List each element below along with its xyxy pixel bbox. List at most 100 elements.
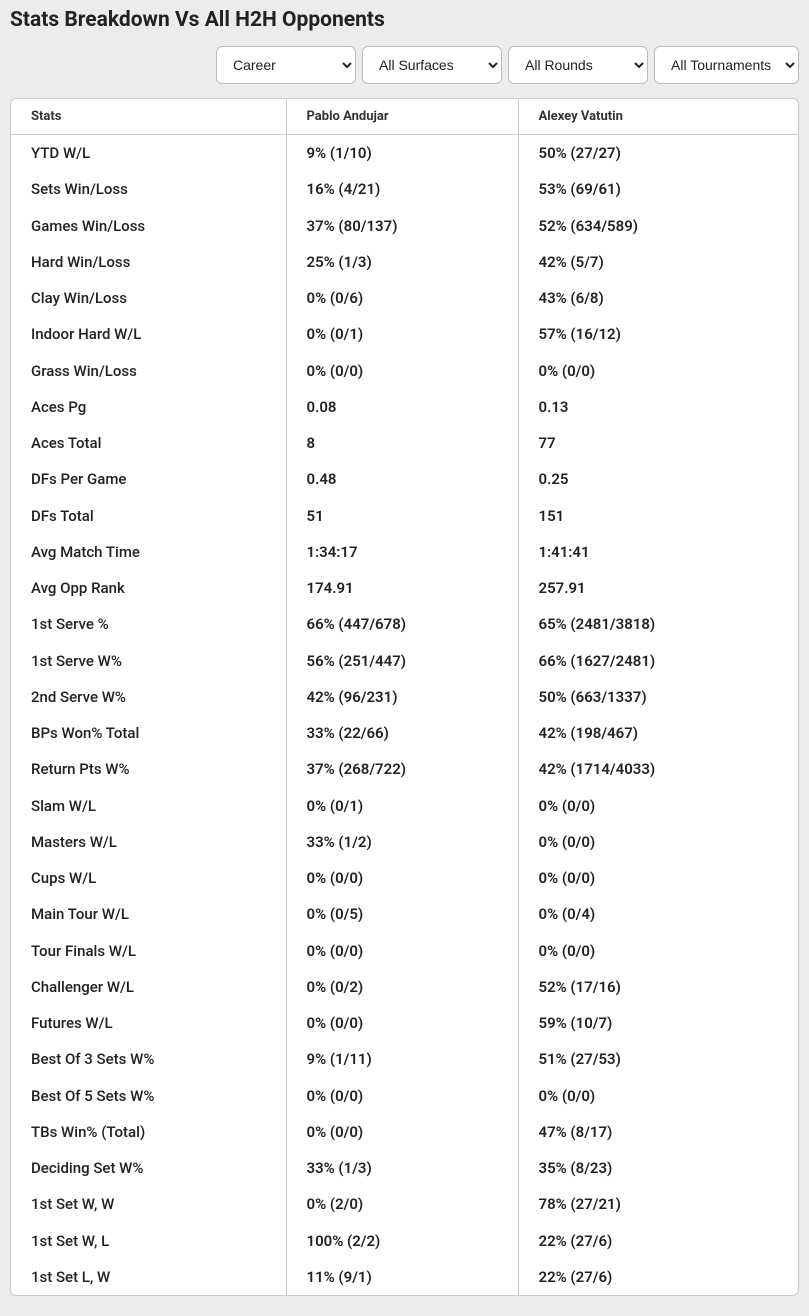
player1-value: 174.91: [286, 570, 518, 606]
player1-value: 37% (268/722): [286, 751, 518, 787]
stat-label: Main Tour W/L: [11, 896, 286, 932]
stat-label: YTD W/L: [11, 135, 286, 172]
player2-value: 50% (27/27): [518, 135, 798, 172]
stat-label: Best Of 3 Sets W%: [11, 1041, 286, 1077]
tournament-select[interactable]: All Tournaments: [654, 46, 799, 84]
table-row: Games Win/Loss37% (80/137)52% (634/589): [11, 208, 798, 244]
stat-label: Grass Win/Loss: [11, 353, 286, 389]
stat-label: Slam W/L: [11, 788, 286, 824]
table-row: 1st Serve W%56% (251/447)66% (1627/2481): [11, 643, 798, 679]
player1-value: 100% (2/2): [286, 1223, 518, 1259]
surface-select[interactable]: All Surfaces: [362, 46, 502, 84]
player1-value: 42% (96/231): [286, 679, 518, 715]
table-row: Futures W/L0% (0/0)59% (10/7): [11, 1005, 798, 1041]
table-row: Challenger W/L0% (0/2)52% (17/16): [11, 969, 798, 1005]
table-row: Avg Match Time1:34:171:41:41: [11, 534, 798, 570]
table-row: Deciding Set W%33% (1/3)35% (8/23): [11, 1150, 798, 1186]
player2-value: 0.25: [518, 461, 798, 497]
player1-value: 33% (1/2): [286, 824, 518, 860]
player1-value: 8: [286, 425, 518, 461]
table-row: YTD W/L9% (1/10)50% (27/27): [11, 135, 798, 172]
stat-label: 1st Set W, L: [11, 1223, 286, 1259]
table-row: Best Of 3 Sets W%9% (1/11)51% (27/53): [11, 1041, 798, 1077]
stat-label: 1st Serve W%: [11, 643, 286, 679]
player2-value: 47% (8/17): [518, 1114, 798, 1150]
table-row: Sets Win/Loss16% (4/21)53% (69/61): [11, 171, 798, 207]
player2-value: 257.91: [518, 570, 798, 606]
table-row: Return Pts W%37% (268/722)42% (1714/4033…: [11, 751, 798, 787]
player2-value: 57% (16/12): [518, 316, 798, 352]
player1-value: 0% (0/0): [286, 860, 518, 896]
stat-label: Hard Win/Loss: [11, 244, 286, 280]
player1-value: 33% (22/66): [286, 715, 518, 751]
stat-label: TBs Win% (Total): [11, 1114, 286, 1150]
stat-label: DFs Per Game: [11, 461, 286, 497]
player2-value: 151: [518, 498, 798, 534]
player2-value: 35% (8/23): [518, 1150, 798, 1186]
table-row: Main Tour W/L0% (0/5)0% (0/4): [11, 896, 798, 932]
player2-value: 0% (0/0): [518, 824, 798, 860]
table-row: Clay Win/Loss0% (0/6)43% (6/8): [11, 280, 798, 316]
stat-label: Return Pts W%: [11, 751, 286, 787]
player2-value: 78% (27/21): [518, 1186, 798, 1222]
player1-value: 0% (0/0): [286, 1005, 518, 1041]
period-select[interactable]: Career: [216, 46, 356, 84]
player1-value: 66% (447/678): [286, 606, 518, 642]
player2-value: 65% (2481/3818): [518, 606, 798, 642]
stat-label: Tour Finals W/L: [11, 933, 286, 969]
player1-value: 0% (0/6): [286, 280, 518, 316]
player2-value: 52% (17/16): [518, 969, 798, 1005]
player1-value: 0.08: [286, 389, 518, 425]
player1-value: 56% (251/447): [286, 643, 518, 679]
stat-label: Clay Win/Loss: [11, 280, 286, 316]
stat-label: 2nd Serve W%: [11, 679, 286, 715]
player2-value: 0% (0/0): [518, 933, 798, 969]
player2-value: 0% (0/0): [518, 860, 798, 896]
table-header-row: Stats Pablo Andujar Alexey Vatutin: [11, 99, 798, 135]
table-row: 2nd Serve W%42% (96/231)50% (663/1337): [11, 679, 798, 715]
player1-value: 0% (0/2): [286, 969, 518, 1005]
player1-value: 1:34:17: [286, 534, 518, 570]
player1-value: 0% (0/0): [286, 1114, 518, 1150]
table-row: Best Of 5 Sets W%0% (0/0)0% (0/0): [11, 1078, 798, 1114]
player1-value: 0% (0/5): [286, 896, 518, 932]
stat-label: DFs Total: [11, 498, 286, 534]
table-row: BPs Won% Total33% (22/66)42% (198/467): [11, 715, 798, 751]
table-row: Slam W/L0% (0/1)0% (0/0): [11, 788, 798, 824]
stat-label: 1st Set L, W: [11, 1259, 286, 1295]
player2-value: 0% (0/0): [518, 353, 798, 389]
player1-value: 51: [286, 498, 518, 534]
player2-value: 77: [518, 425, 798, 461]
stats-table: Stats Pablo Andujar Alexey Vatutin YTD W…: [11, 99, 798, 1295]
table-row: Tour Finals W/L0% (0/0)0% (0/0): [11, 933, 798, 969]
round-select[interactable]: All Rounds: [508, 46, 648, 84]
table-row: 1st Set W, W0% (2/0)78% (27/21): [11, 1186, 798, 1222]
stat-label: Masters W/L: [11, 824, 286, 860]
stat-label: Best Of 5 Sets W%: [11, 1078, 286, 1114]
col-header-player1: Pablo Andujar: [286, 99, 518, 135]
player1-value: 0% (0/1): [286, 788, 518, 824]
table-row: Masters W/L33% (1/2)0% (0/0): [11, 824, 798, 860]
stat-label: Avg Opp Rank: [11, 570, 286, 606]
filters-row: Career All Surfaces All Rounds All Tourn…: [10, 46, 799, 84]
stat-label: Futures W/L: [11, 1005, 286, 1041]
table-row: DFs Total51151: [11, 498, 798, 534]
player2-value: 0% (0/0): [518, 788, 798, 824]
player1-value: 0% (0/1): [286, 316, 518, 352]
player2-value: 42% (5/7): [518, 244, 798, 280]
page-title: Stats Breakdown Vs All H2H Opponents: [10, 8, 799, 32]
table-row: TBs Win% (Total)0% (0/0)47% (8/17): [11, 1114, 798, 1150]
player1-value: 16% (4/21): [286, 171, 518, 207]
player2-value: 42% (198/467): [518, 715, 798, 751]
player1-value: 33% (1/3): [286, 1150, 518, 1186]
stat-label: Sets Win/Loss: [11, 171, 286, 207]
stat-label: Games Win/Loss: [11, 208, 286, 244]
stats-table-wrap: Stats Pablo Andujar Alexey Vatutin YTD W…: [10, 98, 799, 1296]
player1-value: 0% (0/0): [286, 353, 518, 389]
player2-value: 52% (634/589): [518, 208, 798, 244]
player2-value: 50% (663/1337): [518, 679, 798, 715]
player2-value: 66% (1627/2481): [518, 643, 798, 679]
table-row: Cups W/L0% (0/0)0% (0/0): [11, 860, 798, 896]
player1-value: 25% (1/3): [286, 244, 518, 280]
player2-value: 22% (27/6): [518, 1259, 798, 1295]
